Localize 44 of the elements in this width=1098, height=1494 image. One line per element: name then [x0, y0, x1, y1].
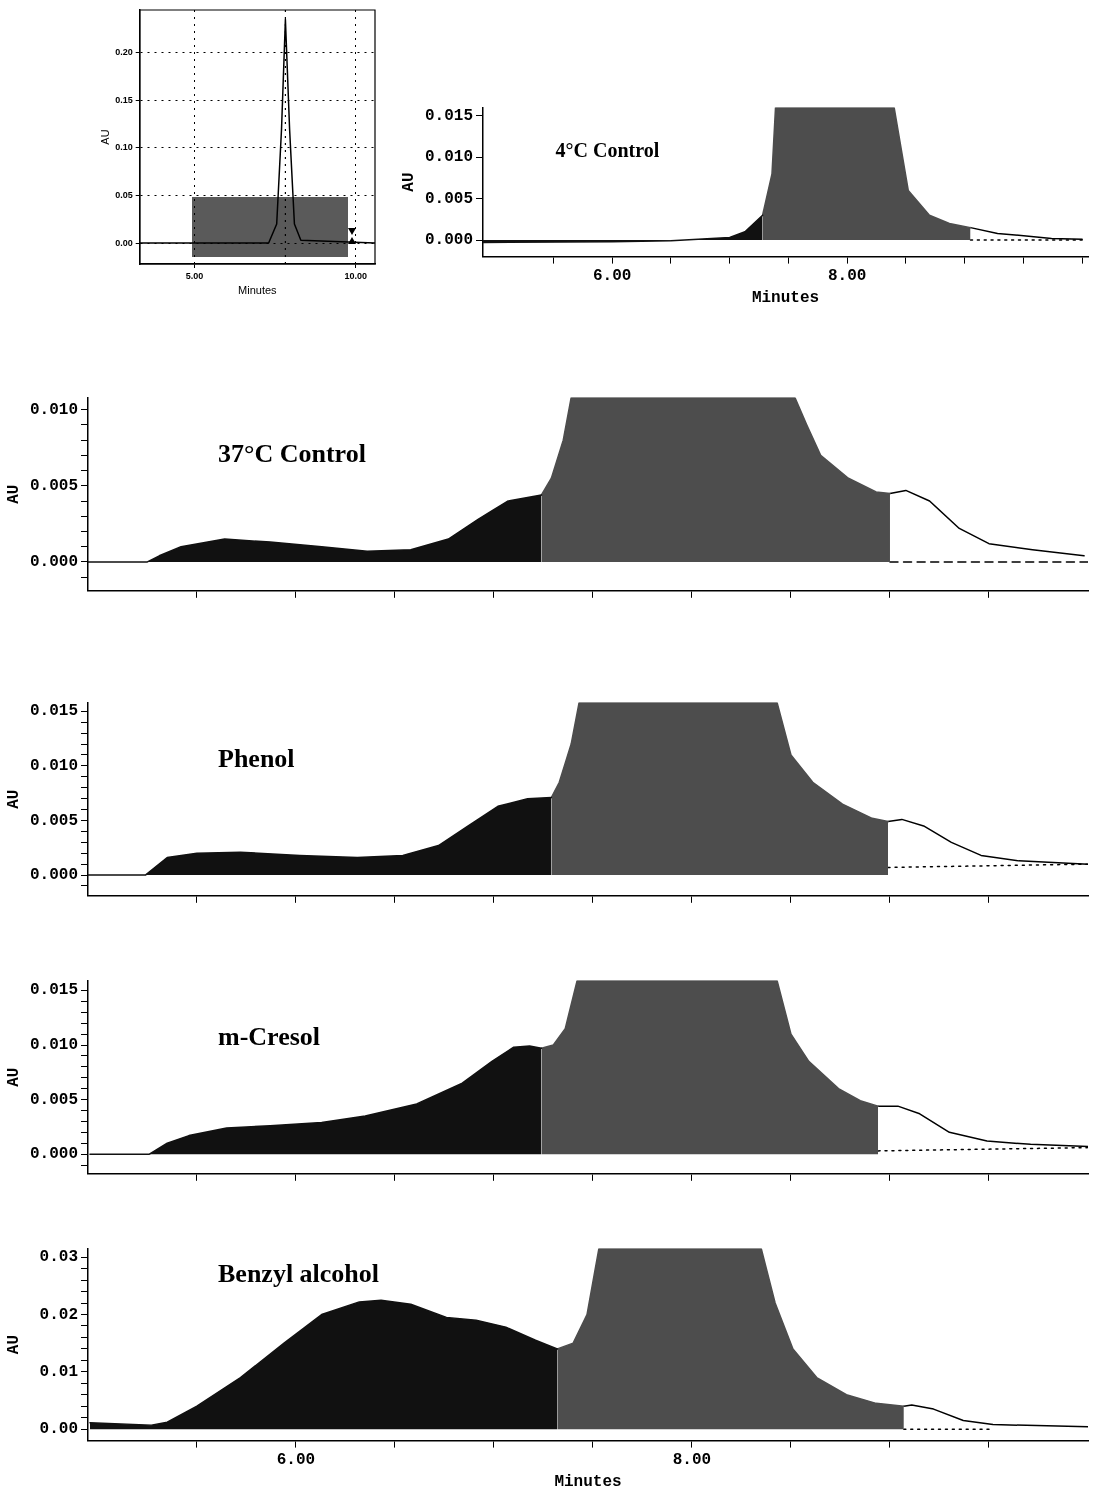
y-tick-label: 0.20 [115, 47, 133, 58]
x-tick-label: 8.00 [672, 1451, 712, 1470]
y-tick-label: 0.000 [29, 1145, 78, 1164]
y-tick-label: 0.000 [29, 552, 78, 571]
y-axis-title: AU [4, 484, 23, 504]
x-tick-label: 8.00 [827, 267, 867, 286]
x-tick-label: 10.00 [344, 270, 367, 281]
y-tick-label: 0.02 [39, 1305, 78, 1324]
text: 4°C Control [555, 139, 660, 162]
y-tick-label: 0.015 [424, 106, 473, 125]
y-tick-label: 0.03 [39, 1248, 78, 1267]
y-tick-label: 0.010 [424, 148, 473, 167]
text: Phenol [218, 744, 295, 774]
y-tick-label: 0.01 [39, 1362, 78, 1381]
y-axis-title: AU [4, 1335, 23, 1355]
y-tick-label: 0.005 [29, 811, 78, 830]
text: 37°C Control [218, 439, 366, 469]
y-axis-title: AU [98, 129, 111, 145]
x-tick-label: 6.00 [593, 267, 632, 286]
y-tick-label: 0.005 [424, 189, 473, 208]
text: m-Cresol [218, 1022, 321, 1052]
chart-title: Benzyl alcohol [218, 1259, 380, 1289]
y-tick-label: 0.000 [29, 866, 78, 885]
y-tick-label: 0.010 [29, 756, 78, 775]
y-tick-label: 0.00 [39, 1420, 78, 1439]
y-tick-label: 0.05 [115, 189, 133, 200]
x-axis-title: Minutes [751, 289, 820, 308]
y-axis-title: AU [4, 789, 23, 809]
x-axis-title: Minutes [238, 284, 278, 297]
x-tick-label: 5.00 [185, 270, 204, 281]
y-tick-label: 0.015 [29, 702, 78, 721]
y-tick-label: 0.10 [115, 142, 133, 153]
x-axis-title: Minutes [554, 1473, 622, 1492]
x-tick-label: 6.00 [276, 1451, 316, 1470]
y-axis-title: AU [399, 172, 418, 192]
y-tick-label: 0.015 [29, 981, 78, 1000]
y-tick-label: 0.00 [115, 237, 133, 248]
y-tick-label: 0.000 [424, 231, 473, 250]
y-tick-label: 0.010 [29, 1036, 78, 1055]
y-tick-label: 0.005 [29, 1090, 78, 1109]
y-tick-label: 0.010 [29, 400, 78, 419]
y-tick-label: 0.15 [115, 94, 133, 105]
y-axis-title: AU [4, 1067, 23, 1087]
y-tick-label: 0.005 [29, 476, 78, 495]
